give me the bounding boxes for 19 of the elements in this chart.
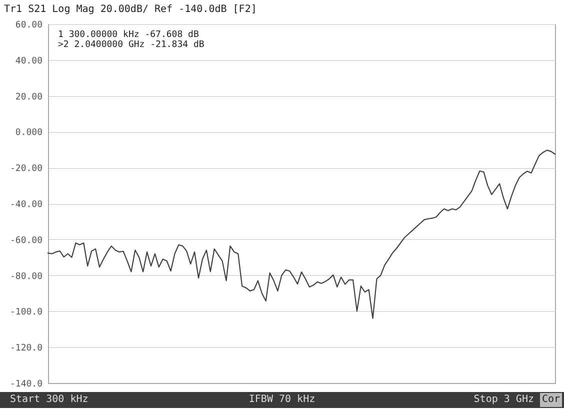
chart-title: Tr1 S21 Log Mag 20.00dB/ Ref -140.0dB [F2] — [4, 4, 257, 15]
y-tick-label: -80.00 — [10, 272, 42, 282]
y-tick-label: 40.00 — [15, 56, 42, 66]
y-tick-label: -120.0 — [10, 344, 42, 354]
text: Cor — [540, 393, 562, 407]
y-tick-label: -20.00 — [10, 164, 42, 174]
y-tick-label: -100.0 — [10, 308, 42, 318]
text: Stop 3 GHz — [474, 393, 534, 407]
line-series — [47, 150, 556, 319]
y-tick-label: -140.0 — [10, 380, 42, 390]
y-tick-label: -60.00 — [10, 236, 42, 246]
text: Start 300 kHz — [10, 393, 88, 407]
text: IFBW 70 kHz — [248, 393, 316, 407]
y-tick-label: 0.000 — [15, 128, 42, 138]
y-tick-label: 60.00 — [15, 20, 42, 30]
y-tick-label: 20.00 — [15, 92, 42, 102]
annotation: >2 2.0400000 GHz -21.834 dB — [58, 40, 204, 50]
y-tick-label: -40.00 — [10, 200, 42, 210]
annotation: 1 300.00000 kHz -67.608 dB — [58, 30, 199, 40]
